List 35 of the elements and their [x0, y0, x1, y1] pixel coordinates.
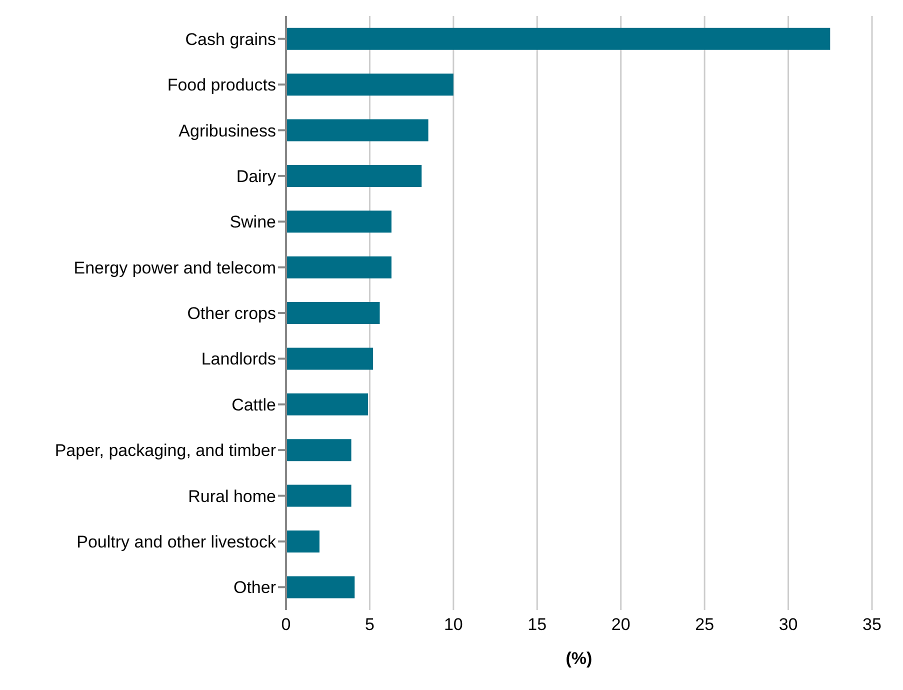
y-tick-label: Other crops: [187, 304, 276, 324]
y-tick-label: Paper, packaging, and timber: [54, 441, 276, 460]
bar: [286, 28, 830, 50]
bar: [286, 256, 392, 278]
y-tick-label: Cattle: [232, 395, 276, 414]
x-tick-label: 20: [611, 615, 630, 634]
bar: [286, 74, 454, 96]
y-tick-label: Food products: [167, 76, 276, 95]
x-tick-label: 5: [364, 615, 374, 634]
y-tick-label: Energy power and telecom: [74, 258, 276, 278]
bar: [286, 576, 355, 598]
bar: [286, 302, 380, 324]
y-tick-label: Dairy: [236, 166, 276, 186]
x-axis-title: (%): [566, 649, 592, 668]
bar: [286, 393, 368, 416]
y-tick-label: Agribusiness: [178, 121, 276, 140]
x-tick-label: 30: [778, 615, 798, 634]
y-tick-label: Cash grains: [185, 30, 276, 49]
y-tick-label: Landlords: [201, 350, 276, 369]
y-tick-label: Rural home: [188, 486, 276, 506]
bar: [286, 210, 392, 233]
x-tick-label: 0: [281, 615, 291, 634]
y-tick-label: Poultry and other livestock: [76, 532, 276, 552]
x-tick-label: 35: [862, 615, 882, 634]
x-tick-label: 10: [444, 615, 463, 634]
bar: [286, 439, 352, 462]
y-tick-label: Other: [233, 578, 276, 598]
bar: [286, 164, 422, 187]
y-tick-label: Swine: [230, 212, 276, 232]
bar: [286, 348, 374, 370]
bar: [286, 484, 352, 507]
x-tick-label: 25: [695, 615, 714, 634]
bar: [286, 119, 428, 142]
x-tick-label: 15: [528, 615, 547, 634]
bar: [286, 530, 320, 552]
